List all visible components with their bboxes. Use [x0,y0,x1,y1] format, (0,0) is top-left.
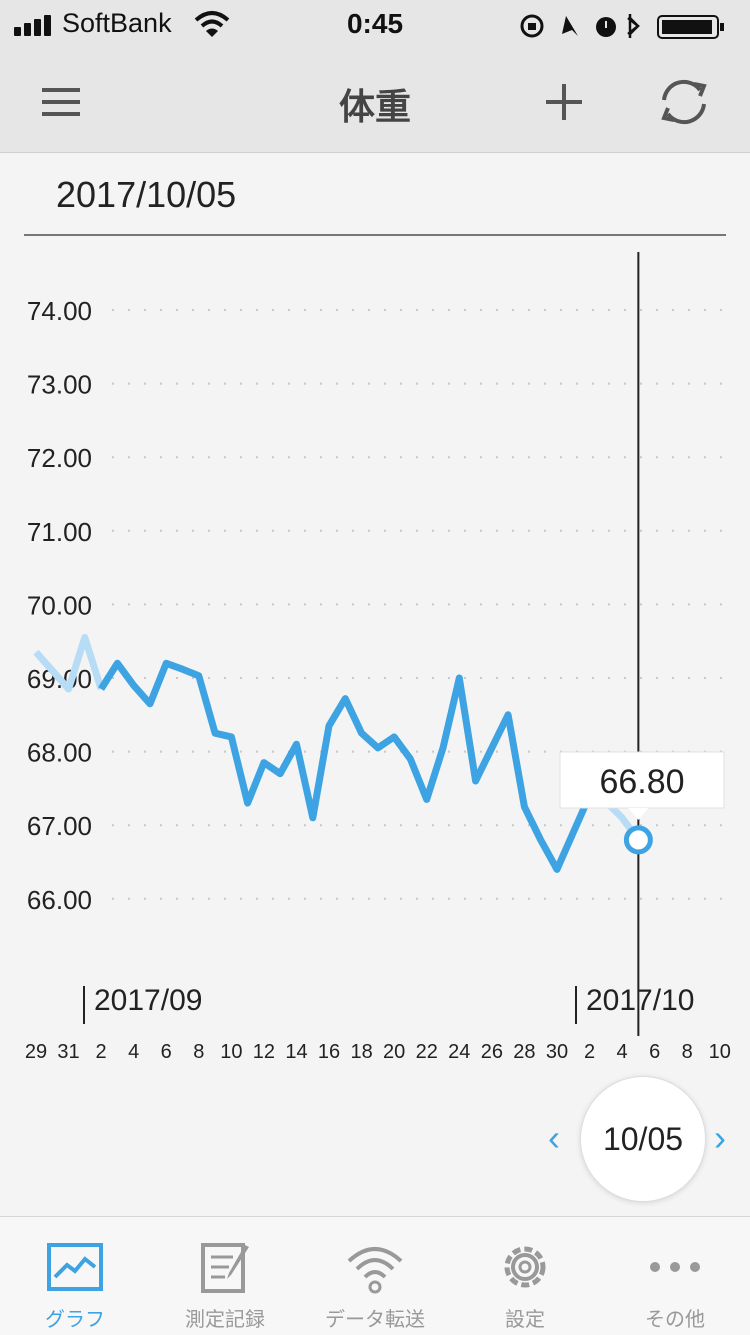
tab-label: グラフ [45,1309,105,1331]
y-tick-label: 72.00 [27,443,92,473]
rotation-lock-icon [520,14,544,38]
sync-button[interactable] [654,72,714,132]
y-tick-label: 70.00 [27,590,92,620]
y-tick-label: 66.00 [27,885,92,915]
x-tick-label: 6 [161,1041,172,1063]
x-tick-label: 10 [709,1041,731,1063]
x-tick-label: 22 [416,1041,438,1063]
x-tick-label: 12 [253,1041,275,1063]
battery-icon [657,15,724,39]
next-date-button[interactable]: › [714,1117,726,1158]
x-tick-label: 14 [285,1041,307,1063]
date-picker-button[interactable]: 10/05 [580,1076,706,1202]
x-tick-label: 4 [617,1041,628,1063]
x-tick-label: 29 [25,1041,47,1063]
x-tick-label: 30 [546,1041,568,1063]
navigation-bar: 体重 [0,52,750,153]
tab-label: その他 [645,1309,705,1331]
x-tick-label: 2 [584,1041,595,1063]
tab-bar: グラフ 測定記録 データ転送 設定 その他 [0,1216,750,1335]
x-tick-label: 2 [96,1041,107,1063]
y-tick-label: 68.00 [27,738,92,768]
selected-data-point [623,825,653,855]
divider [24,234,726,236]
alarm-icon [596,17,616,37]
graph-icon [47,1243,103,1291]
series-line-faded-start [33,634,105,693]
x-tick-label: 28 [513,1041,535,1063]
tab-records[interactable]: 測定記録 [150,1217,300,1335]
add-icon [546,84,582,120]
x-tick-label: 26 [481,1041,503,1063]
y-tick-label: 74.00 [27,296,92,326]
status-icons [520,14,724,39]
page-title: 体重 [338,86,411,127]
menu-icon [42,88,80,116]
month-marker-label: 2017/10 [586,984,694,1017]
carrier-name: SoftBank [62,8,172,38]
weight-line-chart[interactable]: 74.0073.0072.0071.0070.0069.0068.0067.00… [0,236,750,1076]
status-bar: SoftBank 0:45 [0,0,750,52]
wireless-transfer-icon [347,1247,403,1294]
y-tick-label: 71.00 [27,517,92,547]
x-tick-label: 31 [57,1041,79,1063]
tab-settings[interactable]: 設定 [450,1217,600,1335]
gear-icon [504,1246,546,1288]
status-time: 0:45 [346,8,404,39]
x-tick-label: 24 [448,1041,470,1063]
tab-label: データ転送 [325,1309,425,1331]
x-tick-label: 8 [682,1041,693,1063]
x-tick-label: 4 [128,1041,139,1063]
series-line [98,659,607,873]
value-tooltip-text: 66.80 [599,763,684,801]
tab-graph[interactable]: グラフ [0,1217,150,1335]
sync-icon [661,79,707,125]
tab-data-transfer[interactable]: データ転送 [300,1217,450,1335]
x-tick-label: 18 [350,1041,372,1063]
value-tooltip-pointer [628,808,649,820]
x-tick-label: 8 [193,1041,204,1063]
location-icon [562,16,578,36]
y-tick-label: 73.00 [27,370,92,400]
more-icon [650,1262,700,1272]
signal-strength-icon [14,14,54,36]
tab-label: 設定 [505,1309,545,1331]
x-tick-label: 16 [318,1041,340,1063]
bluetooth-icon [627,14,640,38]
value-tooltip [559,751,725,809]
record-edit-icon [201,1243,249,1293]
x-tick-label: 20 [383,1041,405,1063]
selected-date-label: 2017/10/05 [56,174,237,215]
previous-date-button[interactable]: ‹ [548,1117,560,1158]
tab-more[interactable]: その他 [600,1217,750,1335]
y-tick-label: 67.00 [27,811,92,841]
month-marker-label: 2017/09 [94,984,202,1017]
x-tick-label: 6 [649,1041,660,1063]
wifi-icon [194,11,230,37]
x-tick-label: 10 [220,1041,242,1063]
tab-label: 測定記録 [185,1309,265,1331]
add-button[interactable] [534,72,594,132]
menu-button[interactable] [32,72,92,132]
